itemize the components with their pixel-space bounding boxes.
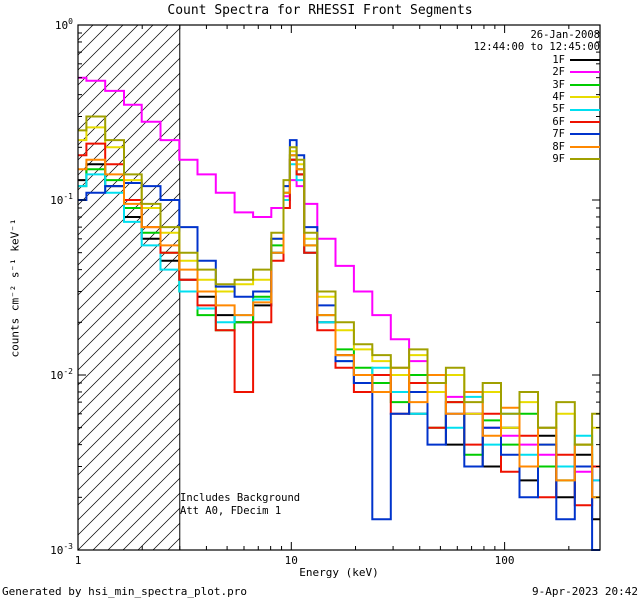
legend-item-label: 2F [552,66,565,79]
y-axis-label: counts cm⁻² s⁻¹ keV⁻¹ [8,218,22,358]
footer-generated-by: Generated by hsi_min_spectra_plot.pro [2,585,248,598]
series-lines [78,76,600,551]
legend-item-swatch [570,120,600,123]
legend-item-swatch [570,133,600,136]
x-tick-label: 10 [285,554,298,567]
legend-item-swatch [570,108,600,111]
y-tick-label: 100 [55,17,73,32]
series-1F [78,158,600,521]
legend-item-swatch [570,96,600,99]
hatch-region [77,24,181,551]
series-8F [78,154,600,499]
series-2F [78,76,600,482]
legend-item: 5F [474,103,600,115]
legend-item: 6F [474,116,600,128]
y-tick-label: 10-1 [50,192,73,207]
legend-item: 4F [474,91,600,103]
legend-item-swatch [570,145,600,148]
legend-item-label: 9F [552,152,565,165]
legend-item-label: 6F [552,115,565,128]
legend-item-label: 8F [552,140,565,153]
footer-datetime: 9-Apr-2023 20:42 [532,585,638,598]
x-tick-label: 1 [75,554,82,567]
annotation-background: Includes Background [180,492,301,504]
axis-ticks [77,24,600,551]
series-3F [78,154,600,499]
legend-item-swatch [570,83,600,86]
x-axis-label: Energy (keV) [299,566,379,579]
legend-item-label: 5F [552,103,565,116]
legend-item: 2F [474,66,600,78]
series-6F [78,142,600,507]
legend: 26-Jan-2008 12:44:00 to 12:45:00 1F 2F 3F 4… [474,29,600,165]
series-4F [78,126,600,468]
plot-annotations: Includes Background Att A0, FDecim 1 [180,492,300,517]
legend-date: 26-Jan-2008 [530,29,600,41]
y-tick-label: 10-3 [50,542,73,557]
legend-item: 7F [474,128,600,140]
chart-title: Count Spectra for RHESSI Front Segments [167,3,473,18]
legend-rows: 1F 2F 3F 4F 5F 6F 7F 8F 9F [474,54,600,166]
legend-item-label: 7F [552,128,565,141]
legend-item: 1F [474,54,600,66]
y-tick-label: 10-2 [50,367,73,382]
series-9F [78,115,600,446]
annotation-attenuator: Att A0, FDecim 1 [180,504,282,517]
x-tick-label: 100 [495,554,515,567]
legend-item-swatch [570,71,600,74]
legend-item-label: 3F [552,78,565,91]
legend-item: 3F [474,79,600,91]
legend-item-label: 4F [552,90,565,103]
legend-item-swatch [570,158,600,161]
legend-item: 9F [474,153,600,165]
plot-frame [77,24,601,551]
legend-item-label: 1F [552,53,565,66]
legend-time: 12:44:00 to 12:45:00 [473,41,600,54]
legend-item: 8F [474,141,600,153]
legend-item-swatch [570,59,600,61]
